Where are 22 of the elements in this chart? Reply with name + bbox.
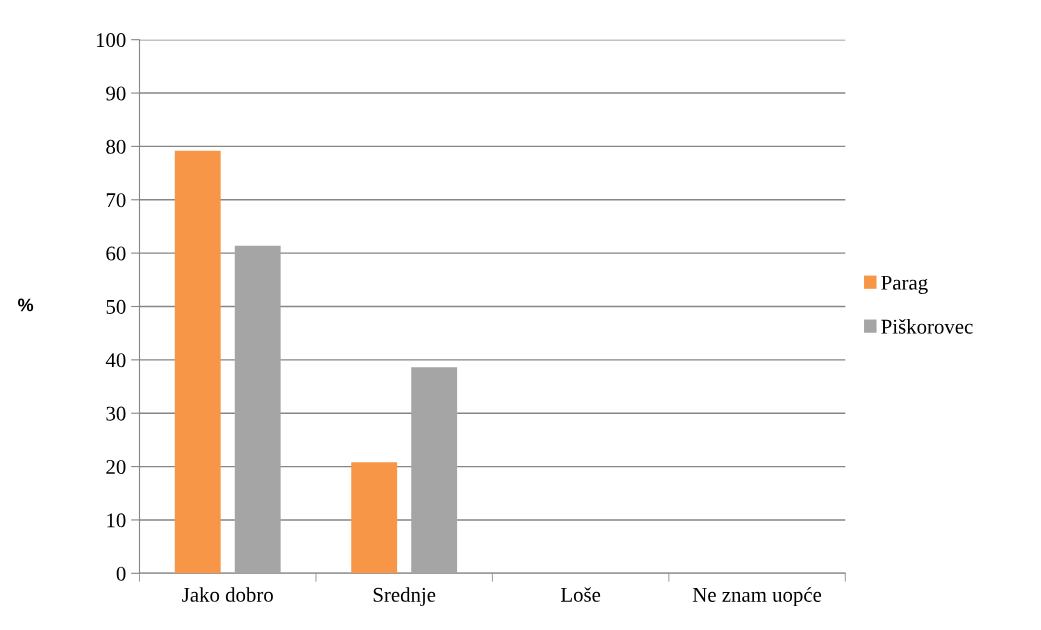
x-tick-label: Jako dobro <box>182 587 273 602</box>
y-tick-label: 60 <box>106 246 126 261</box>
y-tick-label: 50 <box>106 299 126 314</box>
y-tick-label: 20 <box>106 459 126 475</box>
y-tick-label: 70 <box>106 193 126 208</box>
x-tick-label: Loše <box>560 587 601 602</box>
bar <box>234 245 281 574</box>
y-tick-label: 10 <box>107 513 126 528</box>
y-tick-label: 90 <box>106 86 126 101</box>
y-tick-label: 30 <box>106 406 126 421</box>
legend-label: Piškorovec <box>881 318 973 334</box>
y-tick-label: 40 <box>105 353 126 368</box>
bar <box>351 462 398 574</box>
y-tick-label: 100 <box>96 33 126 48</box>
y-tick-label: 80 <box>106 139 126 154</box>
x-tick-label: Ne znam uopće <box>692 587 822 607</box>
x-tick-label: Srednje <box>373 587 436 607</box>
y-axis-title: % <box>18 298 34 312</box>
bar <box>411 367 458 574</box>
legend-label: Parag <box>881 275 928 295</box>
y-tick-label: 0 <box>116 566 126 581</box>
bar <box>174 150 221 574</box>
